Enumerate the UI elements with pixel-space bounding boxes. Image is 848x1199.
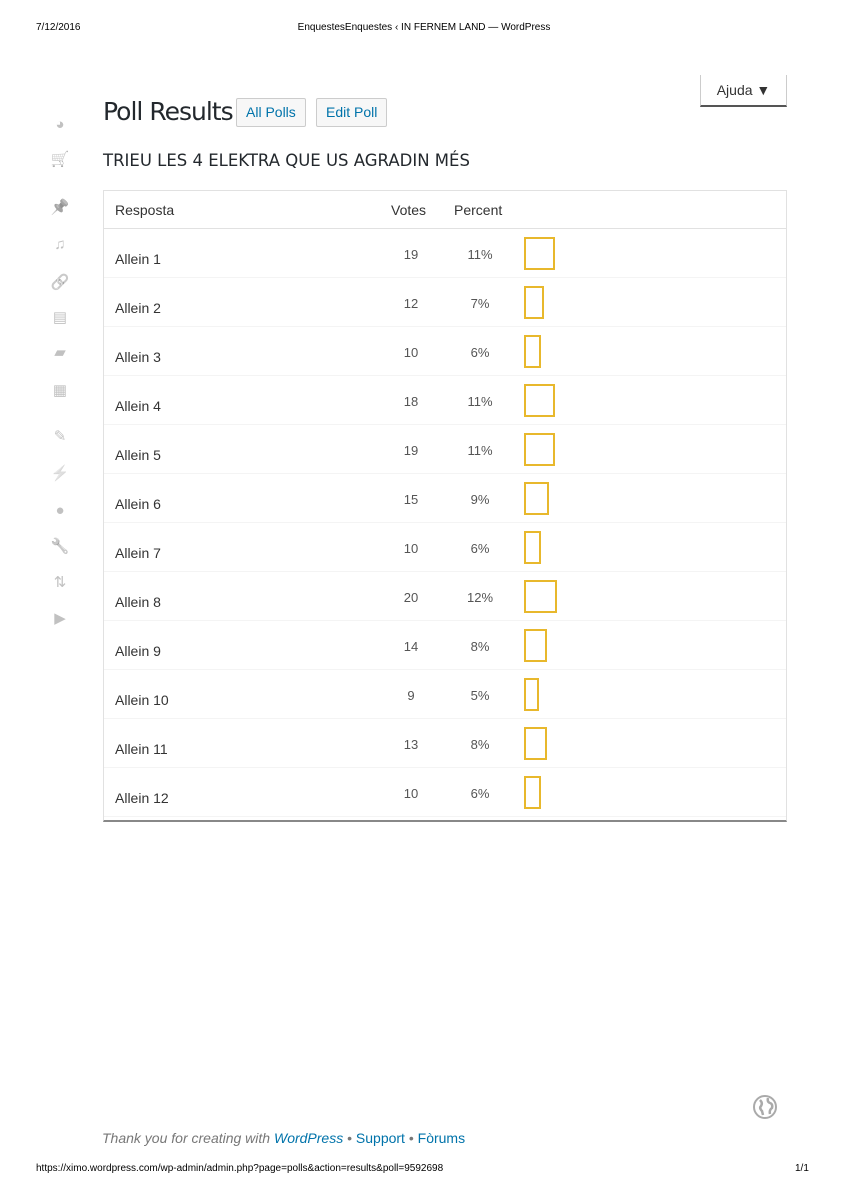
table-row: Allein 8 20 12% bbox=[104, 572, 786, 621]
vote-count: 13 bbox=[403, 737, 419, 752]
vote-count: 12 bbox=[403, 296, 419, 311]
page-title: Poll Results bbox=[103, 97, 234, 126]
answer-label: Allein 6 bbox=[115, 496, 161, 512]
table-row: Allein 6 15 9% bbox=[104, 474, 786, 523]
table-row: Allein 7 10 6% bbox=[104, 523, 786, 572]
footer-separator: • bbox=[343, 1130, 356, 1146]
percent-bar bbox=[524, 727, 547, 760]
play-icon[interactable]: ▶ bbox=[54, 610, 66, 627]
print-date: 7/12/2016 bbox=[36, 22, 81, 33]
answer-label: Allein 8 bbox=[115, 594, 161, 610]
tools-icon[interactable]: 🔧 bbox=[50, 538, 70, 555]
media-icon[interactable]: ♫ bbox=[54, 236, 66, 253]
support-link[interactable]: Support bbox=[355, 1130, 405, 1146]
help-button[interactable]: Ajuda ▼ bbox=[700, 75, 787, 107]
pages-icon[interactable]: ▤ bbox=[52, 309, 68, 326]
all-polls-button[interactable]: All Polls bbox=[236, 98, 306, 127]
vote-percent: 5% bbox=[470, 688, 490, 703]
vote-count: 10 bbox=[403, 541, 419, 556]
wordpress-link[interactable]: WordPress bbox=[273, 1130, 344, 1146]
table-row: Allein 3 10 6% bbox=[104, 327, 786, 376]
plugins-icon[interactable]: ⚡ bbox=[50, 465, 70, 482]
vote-count: 18 bbox=[403, 394, 419, 409]
appearance-icon[interactable]: ✎ bbox=[53, 428, 67, 445]
vote-percent: 8% bbox=[470, 639, 490, 654]
feedback-icon[interactable]: ▦ bbox=[52, 382, 68, 399]
percent-bar bbox=[524, 335, 542, 368]
vote-percent: 11% bbox=[467, 443, 493, 458]
table-row: Allein 4 18 11% bbox=[104, 376, 786, 425]
settings-icon[interactable]: ⇅ bbox=[53, 574, 67, 591]
answer-label: Allein 3 bbox=[115, 349, 161, 365]
table-row: Allein 11 13 8% bbox=[104, 719, 786, 768]
table-row: Allein 5 19 11% bbox=[104, 425, 786, 474]
percent-bar bbox=[524, 433, 555, 466]
vote-count: 10 bbox=[403, 786, 419, 801]
print-page: 1/1 bbox=[795, 1163, 809, 1174]
answer-label: Allein 12 bbox=[115, 790, 169, 806]
comments-icon[interactable]: ▰ bbox=[54, 344, 66, 361]
admin-footer: Thank you for creating with WordPress • … bbox=[102, 1130, 465, 1146]
vote-count: 19 bbox=[403, 247, 419, 262]
percent-bar bbox=[524, 286, 544, 319]
vote-count: 10 bbox=[403, 345, 419, 360]
percent-bar bbox=[524, 776, 542, 809]
vote-percent: 6% bbox=[470, 345, 490, 360]
answer-label: Allein 5 bbox=[115, 447, 161, 463]
answer-label: Allein 1 bbox=[115, 251, 161, 267]
forums-link[interactable]: Fòrums bbox=[417, 1130, 466, 1146]
answer-label: Allein 10 bbox=[115, 692, 169, 708]
answer-label: Allein 11 bbox=[115, 741, 168, 757]
percent-bar bbox=[524, 678, 539, 711]
answer-label: Allein 4 bbox=[115, 398, 161, 414]
vote-count: 19 bbox=[403, 443, 419, 458]
vote-percent: 8% bbox=[470, 737, 490, 752]
vote-count: 15 bbox=[403, 492, 419, 507]
footer-separator: • bbox=[404, 1130, 418, 1146]
poll-question: TRIEU LES 4 ELEKTRA QUE US AGRADIN MÉS bbox=[103, 151, 470, 170]
users-icon[interactable]: ● bbox=[55, 502, 65, 519]
globe-icon[interactable] bbox=[752, 1094, 778, 1120]
header-votes: Votes bbox=[391, 202, 427, 218]
percent-bar bbox=[524, 384, 555, 417]
print-title: EnquestesEnquestes ‹ IN FERNEM LAND — Wo… bbox=[297, 22, 551, 33]
percent-bar bbox=[524, 482, 550, 515]
print-url: https://ximo.wordpress.com/wp-admin/admi… bbox=[36, 1163, 444, 1174]
table-row: Allein 2 12 7% bbox=[104, 278, 786, 327]
answer-label: Allein 9 bbox=[115, 643, 161, 659]
percent-bar bbox=[524, 237, 555, 270]
vote-percent: 11% bbox=[467, 247, 493, 262]
footer-thanks: Thank you for creating with bbox=[102, 1130, 274, 1146]
vote-percent: 12% bbox=[466, 590, 494, 605]
vote-count: 20 bbox=[403, 590, 419, 605]
edit-poll-button[interactable]: Edit Poll bbox=[316, 98, 388, 127]
header-percent: Percent bbox=[454, 202, 503, 218]
results-table: Resposta Votes Percent Allein 1 19 11% Alle… bbox=[103, 190, 787, 822]
dashboard-icon[interactable]: ◕ bbox=[55, 116, 65, 133]
vote-percent: 7% bbox=[470, 296, 490, 311]
vote-percent: 6% bbox=[470, 541, 490, 556]
vote-percent: 9% bbox=[470, 492, 490, 507]
table-header: Resposta Votes Percent bbox=[104, 191, 786, 229]
percent-bar bbox=[524, 531, 542, 564]
header-answer: Resposta bbox=[115, 202, 175, 218]
vote-percent: 6% bbox=[470, 786, 490, 801]
pin-icon[interactable]: 📌 bbox=[50, 199, 70, 216]
table-row: Allein 9 14 8% bbox=[104, 621, 786, 670]
vote-count: 14 bbox=[403, 639, 419, 654]
cart-icon[interactable]: 🛒 bbox=[50, 151, 70, 168]
vote-percent: 11% bbox=[467, 394, 493, 409]
percent-bar bbox=[524, 629, 547, 662]
answer-label: Allein 7 bbox=[115, 545, 161, 561]
table-row: Allein 1 19 11% bbox=[104, 229, 786, 278]
table-row: Allein 10 9 5% bbox=[104, 670, 786, 719]
answer-label: Allein 2 bbox=[115, 300, 161, 316]
percent-bar bbox=[524, 580, 558, 613]
vote-count: 9 bbox=[407, 688, 415, 703]
link-icon[interactable]: 🔗 bbox=[50, 274, 70, 291]
table-row: Allein 12 10 6% bbox=[104, 768, 786, 817]
